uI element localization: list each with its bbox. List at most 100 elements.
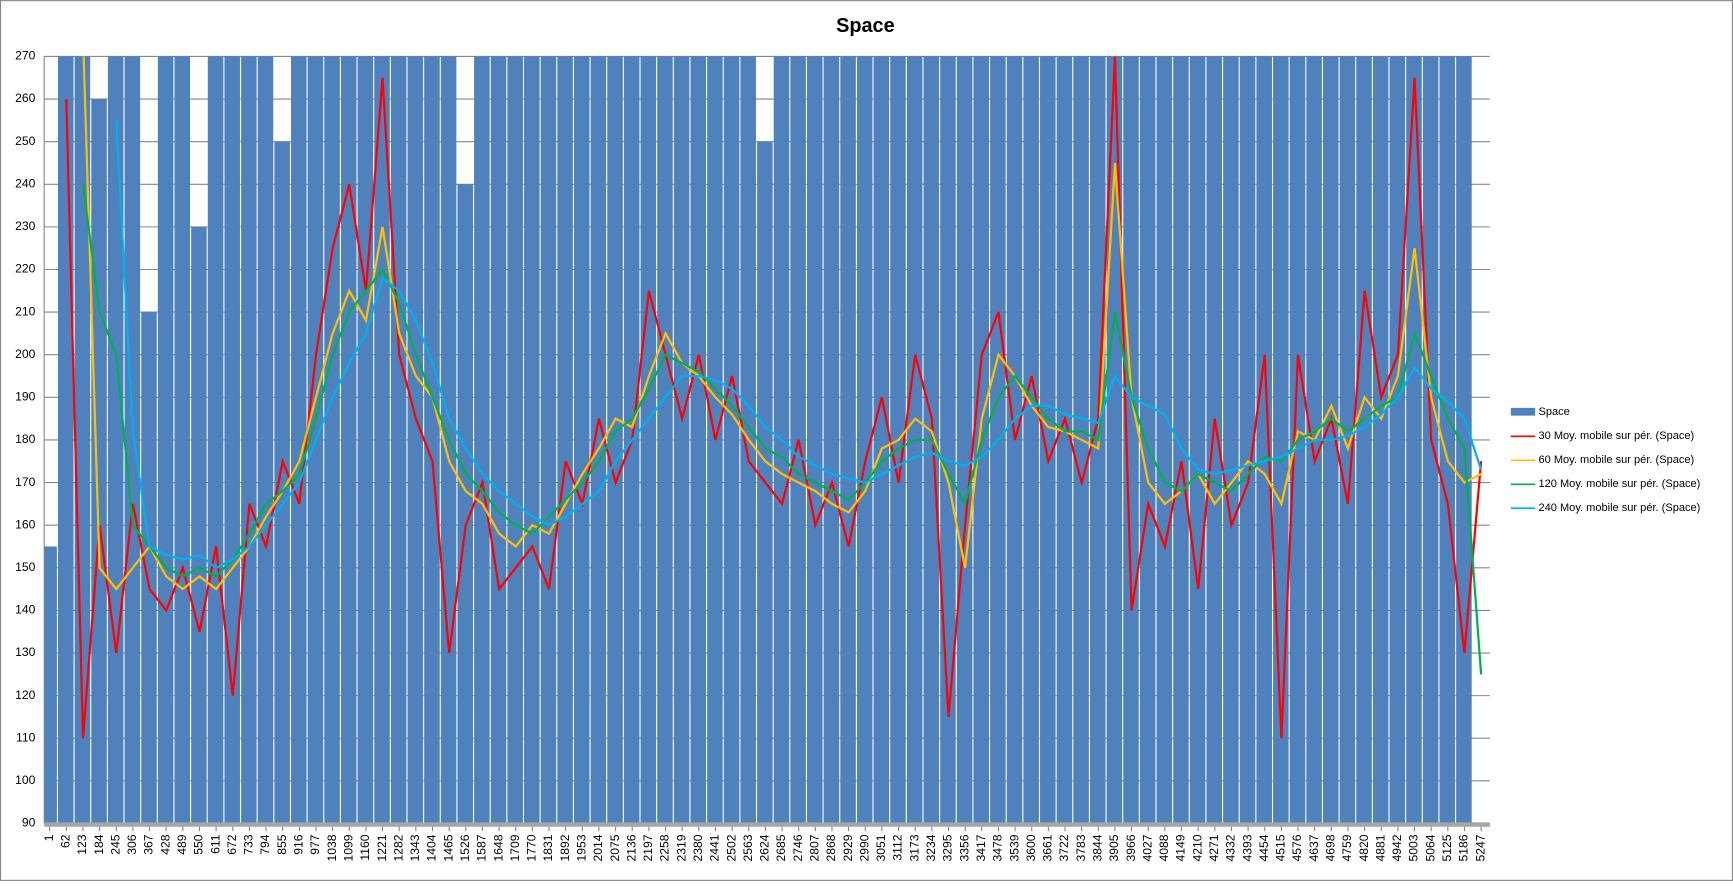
x-tick-label: 1526 xyxy=(458,834,472,861)
x-tick-label: 4332 xyxy=(1224,834,1238,861)
bar xyxy=(241,56,257,824)
x-tick-label: 3173 xyxy=(907,834,921,861)
x-tick-label: 1038 xyxy=(325,834,339,861)
bar xyxy=(540,56,557,824)
x-tick-label: 3112 xyxy=(891,834,905,860)
x-tick-label: 1892 xyxy=(558,834,572,861)
x-tick-label: 3661 xyxy=(1041,834,1055,861)
bar xyxy=(657,56,673,824)
y-tick-label: 250 xyxy=(15,134,36,148)
x-tick-label: 733 xyxy=(242,834,256,855)
bar xyxy=(174,56,191,824)
legend: Space 30 Moy. mobile sur pér. (Space) 60 M… xyxy=(1510,406,1700,514)
x-tick-label: 4698 xyxy=(1324,834,1338,861)
bar xyxy=(191,226,207,824)
x-tick-label: 4820 xyxy=(1357,834,1371,861)
x-tick-label: 2136 xyxy=(624,834,638,861)
bar xyxy=(44,546,57,824)
y-tick-label: 200 xyxy=(15,347,36,361)
x-tick-label: 611 xyxy=(208,834,222,854)
bar xyxy=(124,56,141,824)
y-tick-label: 130 xyxy=(15,645,36,659)
x-tick-label: 2319 xyxy=(674,834,688,861)
bar xyxy=(690,56,707,824)
x-tick-label: 184 xyxy=(92,834,106,855)
bar xyxy=(773,56,790,824)
x-tick-label: 3234 xyxy=(924,834,938,861)
bar xyxy=(1322,56,1339,824)
x-tick-label: 550 xyxy=(192,834,206,855)
x-tick-label: 367 xyxy=(142,834,156,855)
x-tick-label: 2868 xyxy=(824,834,838,861)
x-tick-label: 672 xyxy=(225,834,239,855)
bar xyxy=(1139,56,1156,824)
bar xyxy=(890,56,906,824)
bar xyxy=(1289,56,1306,824)
bar xyxy=(607,56,623,824)
x-tick-label: 3356 xyxy=(957,834,971,861)
x-tick-label: 1709 xyxy=(508,834,522,861)
legend-label: 30 Moy. mobile sur pér. (Space) xyxy=(1538,430,1694,442)
x-tick-label: 5247 xyxy=(1473,834,1487,861)
bar xyxy=(1156,56,1173,824)
x-tick-label: 2929 xyxy=(841,834,855,861)
x-tick-label: 1648 xyxy=(491,834,505,861)
line-series xyxy=(81,184,1483,675)
y-tick-label: 150 xyxy=(15,560,36,574)
bar xyxy=(91,99,107,824)
x-tick-label: 1343 xyxy=(408,834,422,861)
x-tick-label: 1831 xyxy=(541,834,555,861)
bar xyxy=(1239,56,1256,824)
chart-title: Space xyxy=(836,15,895,37)
bar xyxy=(507,56,523,824)
y-tick-label: 210 xyxy=(15,304,36,318)
bar xyxy=(374,56,390,824)
x-tick-label: 4210 xyxy=(1190,834,1204,861)
bar xyxy=(923,56,940,824)
x-tick-label: 977 xyxy=(308,834,322,855)
bar xyxy=(440,56,457,824)
bar xyxy=(557,56,573,824)
x-tick-label: 123 xyxy=(75,834,89,855)
x-tick-label: 5064 xyxy=(1423,834,1437,861)
x-tick-label: 3783 xyxy=(1074,834,1088,861)
x-tick-label: 3722 xyxy=(1057,834,1071,861)
x-tick-label: 1282 xyxy=(391,834,405,861)
y-tick-label: 190 xyxy=(15,390,36,404)
bar xyxy=(157,56,174,824)
axes: 90 100 110 120 130 140 150 160 170 180 190 200 210 22… xyxy=(15,49,1490,862)
y-tick-label: 160 xyxy=(15,517,36,531)
bar xyxy=(224,56,240,824)
x-tick-label: 4088 xyxy=(1157,834,1171,861)
legend-label: 60 Moy. mobile sur pér. (Space) xyxy=(1538,454,1694,466)
x-tick-label: 4454 xyxy=(1257,834,1271,861)
x-tick-label: 3905 xyxy=(1107,834,1121,861)
bar xyxy=(807,56,823,824)
bar xyxy=(1123,56,1139,824)
x-tick-label: 489 xyxy=(175,834,189,855)
x-tick-label: 5186 xyxy=(1457,834,1471,861)
bar xyxy=(573,56,590,824)
bar xyxy=(1356,56,1372,824)
bar xyxy=(823,56,840,824)
x-tick-label: 5003 xyxy=(1407,834,1421,861)
x-tick-label: 2624 xyxy=(758,834,772,861)
x-axis xyxy=(44,822,1490,827)
x-tick-label: 3295 xyxy=(941,834,955,861)
bar xyxy=(856,56,873,824)
bar xyxy=(207,56,224,824)
x-tick-label: 2258 xyxy=(658,834,672,861)
line-series xyxy=(82,56,1482,591)
x-tick-label: 428 xyxy=(158,834,172,855)
x-tick-label: 4637 xyxy=(1307,834,1321,861)
x-tick-label: 4942 xyxy=(1390,834,1404,861)
bar xyxy=(1106,56,1123,824)
y-tick-label: 110 xyxy=(16,730,36,744)
x-tick-label: 4149 xyxy=(1174,834,1188,861)
y-tick-label: 140 xyxy=(15,603,36,617)
bar xyxy=(407,56,424,824)
x-tick-label: 794 xyxy=(258,834,272,855)
x-tick-label: 3844 xyxy=(1090,834,1104,861)
x-tick-label: 855 xyxy=(275,834,289,855)
